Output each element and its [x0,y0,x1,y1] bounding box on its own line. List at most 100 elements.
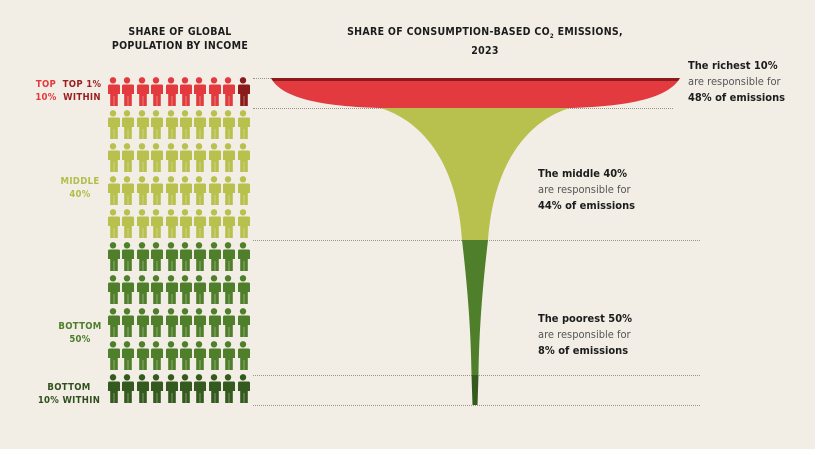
person-icon [236,143,250,172]
person-icon [135,374,149,403]
annotation-text: are responsible for [538,183,631,196]
person-icon [221,209,236,238]
person-icon [164,176,178,205]
person-icon [207,209,221,238]
person-icon [236,242,250,271]
person-icon [236,176,250,205]
person-icon [106,242,120,271]
label-top1: TOP 1% WITHIN [62,78,102,104]
person-icon [149,209,164,238]
person-icon [236,275,250,304]
person-icon [192,275,207,304]
person-icon [164,308,178,337]
annotation-title: The poorest 50% [538,312,632,325]
person-icon [135,209,149,238]
person-icon [135,308,149,337]
person-icon [178,143,192,172]
person-icon [207,374,221,403]
person-icon [106,176,120,205]
person-icon [192,242,207,271]
person-icon [106,341,120,370]
person-icon [192,209,207,238]
person-icon [120,341,135,370]
person-icon [135,77,149,106]
person-icon [135,242,149,271]
person-icon [164,209,178,238]
divider-line [253,78,273,79]
person-icon [236,77,250,106]
person-icon [149,110,164,139]
annotation-value: 8% of emissions [538,344,629,357]
person-icon [106,308,120,337]
person-icon [221,143,236,172]
person-icon [135,143,149,172]
person-icon [221,341,236,370]
person-icon [164,143,178,172]
annotation-middle: The middle 40% are responsible for 44% o… [538,166,635,214]
person-icon [120,209,135,238]
person-icon [178,110,192,139]
label-line: MIDDLE [60,176,100,187]
funnel-segment-bottom50 [462,240,488,375]
person-icon [164,374,178,403]
person-icon [192,143,207,172]
person-icon [221,374,236,403]
funnel-segment-top10 [271,78,680,108]
person-icon [106,77,120,106]
funnel-segment-middle40 [380,108,570,240]
annotation-text: are responsible for [538,328,631,341]
emissions-header: SHARE OF CONSUMPTION-BASED CO2 EMISSIONS… [340,25,630,58]
person-icon [192,374,207,403]
person-icon [178,209,192,238]
person-icon [178,275,192,304]
person-icon [135,110,149,139]
person-icon [207,275,221,304]
annotation-poorest: The poorest 50% are responsible for 8% o… [538,311,632,359]
person-icon [149,275,164,304]
person-icon [207,143,221,172]
divider-line [253,405,700,406]
label-line: TOP 1% [62,79,102,90]
person-icon [236,110,250,139]
person-icon [149,341,164,370]
label-top10: TOP 10% [28,78,64,104]
person-icon [207,176,221,205]
person-icon [192,77,207,106]
person-icon [164,242,178,271]
annotation-richest: The richest 10% are responsible for 48% … [688,58,785,106]
annotation-text: are responsible for [688,75,781,88]
label-line: 10% WITHIN [37,395,101,406]
label-line: BOTTOM [47,382,91,393]
label-line: 40% [69,189,91,200]
person-icon [207,341,221,370]
person-icon [149,143,164,172]
person-icon [192,110,207,139]
person-icon [120,143,135,172]
header-line: POPULATION BY INCOME [111,40,249,52]
header-text: SHARE OF CONSUMPTION-BASED CO [347,26,550,38]
person-icon [207,242,221,271]
person-icon [192,341,207,370]
person-icon [221,308,236,337]
person-icon [178,77,192,106]
funnel-segment-bottom10 [471,375,479,405]
annotation-title: The richest 10% [688,59,778,72]
person-icon [149,77,164,106]
label-line: 50% [69,334,91,345]
person-icon [135,176,149,205]
person-icon [236,341,250,370]
person-icon [149,176,164,205]
label-line: WITHIN [63,92,101,103]
person-icon [221,77,236,106]
person-icon [106,374,120,403]
person-icon [207,77,221,106]
annotation-value: 48% of emissions [688,91,786,104]
person-icon [135,341,149,370]
person-icon [120,110,135,139]
person-icon [149,242,164,271]
person-icon [120,77,135,106]
person-icon [106,110,120,139]
person-icon [178,242,192,271]
person-icon [207,110,221,139]
